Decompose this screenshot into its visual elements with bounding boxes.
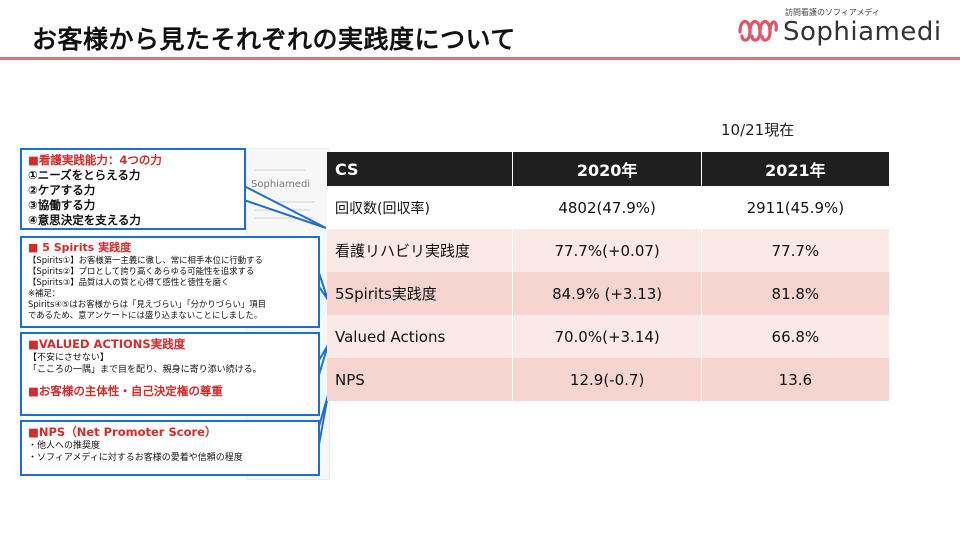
placeholder-line — [255, 209, 310, 211]
callout-5-spirits: ■ 5 Spirits 実践度 【Spirits①】お客様第一主義に徹し、常に相… — [20, 236, 320, 328]
callout-nps: ■NPS（Net Promoter Score） ・他人への推奨度 ・ソフィアメ… — [20, 420, 320, 476]
table-row: 回収数(回収率) 4802(47.9%) 2911(45.9%) — [327, 186, 891, 229]
value-2020: 77.7%(+0.07) — [512, 229, 702, 272]
as-of-date: 10/21現在 — [721, 121, 795, 139]
callout-valued-actions: ■VALUED ACTIONS実践度 【不安にさせない】 「こころの一隅」まで目… — [20, 332, 320, 416]
value-2021: 13.6 — [701, 358, 891, 401]
header-2020-cell: 2020年 — [512, 152, 702, 186]
callout-line: ・他人への推奨度 — [28, 441, 101, 451]
callout-line: 【Spirits①】お客様第一主義に徹し、常に相手本位に行動する — [28, 255, 263, 265]
brand-logo: 訪問看護のソフィアメディ Sophiamedi — [736, 4, 956, 50]
value-2021: 2911(45.9%) — [701, 186, 891, 229]
row-label: 5Spirits実践度 — [327, 272, 514, 315]
value-2020: 12.9(-0.7) — [512, 358, 702, 401]
header-2021-cell: 2021年 — [701, 152, 891, 186]
table-header-row: CS 2020年 2021年 — [327, 152, 891, 186]
table-row: 看護リハビリ実践度 77.7%(+0.07) 77.7% — [327, 229, 891, 272]
callout-heading: ■看護実践能力：4つの力 — [28, 153, 162, 167]
callout-heading: ■VALUED ACTIONS実践度 — [28, 337, 186, 351]
row-label: NPS — [327, 358, 514, 401]
callout-heading: ■NPS（Net Promoter Score） — [28, 425, 217, 439]
value-2020: 4802(47.9%) — [512, 186, 702, 229]
placeholder-line — [255, 201, 315, 203]
cs-results-table: CS 2020年 2021年 回収数(回収率) 4802(47.9%) 2911… — [327, 152, 891, 401]
background-document-logo: Sophiamedi — [251, 179, 311, 190]
callout-line: ※補足： — [28, 288, 61, 298]
row-label: 回収数(回収率) — [327, 186, 514, 229]
page-title: お客様から見たそれぞれの実践度について — [32, 25, 516, 54]
header-label-cell: CS — [327, 152, 514, 186]
placeholder-line — [255, 169, 305, 171]
callout-line: ②ケアする力 — [28, 183, 96, 197]
value-2021: 77.7% — [701, 229, 891, 272]
placeholder-line — [255, 217, 313, 219]
callout-line: ③協働する力 — [28, 198, 96, 212]
callout-line: 【Spirits②】プロとして誇り高くあらゆる可能性を追求する — [28, 266, 255, 276]
brand-tagline: 訪問看護のソフィアメディ — [785, 8, 880, 17]
row-label: 看護リハビリ実践度 — [327, 229, 514, 272]
callout-nursing-capability: ■看護実践能力：4つの力 ①ニーズをとらえる力 ②ケアする力 ③協働する力 ④意… — [20, 148, 246, 230]
table-row: Valued Actions 70.0%(+3.14) 66.8% — [327, 315, 891, 358]
title-divider — [0, 57, 960, 60]
callout-line: 「こころの一隅」まで目を配り、親身に寄り添い続ける。 — [28, 365, 262, 375]
value-2021: 66.8% — [701, 315, 891, 358]
row-label: Valued Actions — [327, 315, 514, 358]
table-row: NPS 12.9(-0.7) 13.6 — [327, 358, 891, 401]
callout-line: 【Spirits③】品質は人の質と心得て感性と徳性を磨く — [28, 277, 230, 287]
sophiamedi-logo-icon — [738, 19, 778, 42]
callout-subheading: ■お客様の主体性・自己決定権の尊重 — [28, 384, 223, 398]
callout-line: Spirits④⑤はお客様からは「見えづらい」「分かりづらい」項目 — [28, 299, 266, 309]
callout-line: ④意思決定を支える力 — [28, 213, 141, 227]
callout-heading: ■ 5 Spirits 実践度 — [28, 241, 132, 254]
value-2021: 81.8% — [701, 272, 891, 315]
callout-line: であるため、意アンケートには盛り込まないことにしました。 — [28, 310, 263, 320]
brand-name: Sophiamedi — [783, 17, 942, 47]
callout-line: ①ニーズをとらえる力 — [28, 168, 141, 182]
value-2020: 84.9% (+3.13) — [512, 272, 702, 315]
callout-line: ・ソフィアメディに対するお客様の愛着や信頼の程度 — [28, 453, 243, 463]
table-row: 5Spirits実践度 84.9% (+3.13) 81.8% — [327, 272, 891, 315]
callout-line: 【不安にさせない】 — [28, 353, 109, 363]
value-2020: 70.0%(+3.14) — [512, 315, 702, 358]
